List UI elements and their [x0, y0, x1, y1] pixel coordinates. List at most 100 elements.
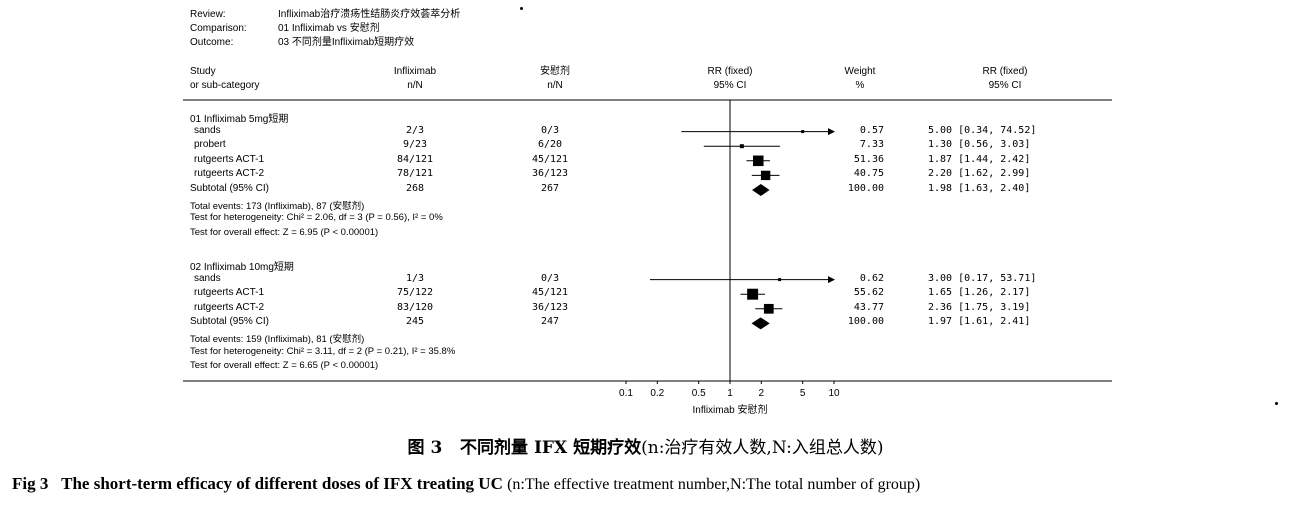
- study-ctrl: 45/121: [531, 153, 569, 165]
- caption-en-note: (n:The effective treatment number,N:The …: [507, 476, 921, 493]
- study-treat: 75/122: [396, 287, 434, 299]
- study-treat: 9/23: [402, 139, 428, 151]
- col-ctrl-2: n/N: [547, 80, 563, 91]
- study-point: [778, 278, 782, 282]
- study-point: [801, 130, 805, 134]
- study-weight: 40.75: [853, 168, 884, 180]
- caption-cn-label: 图 3: [407, 438, 443, 458]
- study-ctrl: 36/123: [531, 168, 569, 180]
- study-weight: 51.36: [853, 153, 884, 165]
- study-ctrl: 0/3: [540, 272, 560, 284]
- caption-en: Fig 3 The short-term efficacy of differe…: [12, 474, 1291, 494]
- study-ci: 3.00 [0.17, 53.71]: [928, 272, 1037, 284]
- x-tick-label: 10: [828, 388, 840, 399]
- caption-en-title: The short-term efficacy of different dos…: [61, 474, 503, 493]
- caption-cn: 图 3 不同剂量 IFX 短期疗效(n:治疗有效人数,N:入组总人数): [0, 433, 1291, 458]
- outcome-value: 03 不同剂量Infliximab短期疗效: [278, 37, 415, 48]
- group-title: 01 Infliximab 5mg短期: [190, 114, 289, 125]
- study-treat: 1/3: [405, 272, 425, 284]
- study-ctrl: 36/123: [531, 301, 569, 313]
- col-study-1: Study: [190, 66, 216, 77]
- subtotal-diamond: [752, 184, 770, 196]
- ci-arrow: [828, 128, 835, 136]
- study-weight: 0.62: [859, 272, 884, 284]
- col-weight-2: %: [855, 80, 865, 91]
- subtotal-ctrl: 247: [540, 316, 560, 328]
- study-treat: 84/121: [396, 153, 434, 165]
- subtotal-treat: 268: [405, 183, 425, 194]
- study-weight: 0.57: [859, 124, 884, 136]
- subtotal-weight: 100.00: [847, 183, 884, 194]
- study-ci: 5.00 [0.34, 74.52]: [928, 124, 1037, 136]
- study-ci: 1.87 [1.44, 2.42]: [928, 153, 1031, 165]
- speck-dot-2: [1275, 402, 1278, 405]
- subtotal-weight: 100.00: [847, 316, 884, 328]
- study-treat: 83/120: [396, 301, 434, 313]
- comparison-label: Comparison:: [190, 23, 247, 34]
- caption-cn-note: (n:治疗有效人数,N:入组总人数): [641, 438, 884, 458]
- col-study-2: or sub-category: [190, 80, 260, 91]
- study-name: probert: [194, 139, 226, 151]
- x-tick-label: 2: [759, 388, 765, 399]
- study-point: [760, 170, 771, 181]
- outcome-label: Outcome:: [190, 37, 234, 48]
- study-ctrl: 6/20: [537, 139, 563, 151]
- x-axis-label: Infliximab 安慰剂: [692, 405, 768, 416]
- heterogeneity-test: Test for heterogeneity: Chi² = 2.06, df …: [190, 212, 443, 224]
- comparison-value: 01 Infliximab vs 安慰剂: [278, 23, 380, 34]
- study-ci: 2.36 [1.75, 3.19]: [928, 301, 1031, 313]
- heterogeneity-test: Test for heterogeneity: Chi² = 3.11, df …: [190, 345, 456, 357]
- subtotal-ctrl: 267: [540, 183, 560, 194]
- study-point: [739, 144, 744, 149]
- study-point: [753, 155, 764, 167]
- study-weight: 55.62: [853, 287, 884, 299]
- study-ctrl: 45/121: [531, 287, 569, 299]
- subtotal-treat: 245: [405, 316, 425, 328]
- col-treat-1: Infliximab: [393, 66, 437, 77]
- study-ci: 2.20 [1.62, 2.99]: [928, 168, 1031, 180]
- col-treat-2: n/N: [407, 80, 423, 91]
- ci-arrow: [828, 276, 835, 284]
- subtotal-ci: 1.98 [1.63, 2.40]: [928, 183, 1031, 194]
- study-weight: 43.77: [853, 301, 884, 313]
- study-treat: 2/3: [405, 124, 425, 136]
- x-tick-label: 5: [800, 388, 806, 399]
- speck-dot: [520, 7, 523, 10]
- study-point: [747, 288, 759, 300]
- caption-en-label: Fig 3: [12, 474, 49, 493]
- review-value: Infliximab治疗溃疡性结肠炎疗效荟萃分析: [278, 9, 461, 20]
- study-name: rutgeerts ACT-1: [194, 287, 265, 299]
- col-rr-1: RR (fixed): [707, 66, 753, 77]
- overall-effect-test: Test for overall effect: Z = 6.95 (P < 0…: [190, 226, 379, 238]
- x-tick-label: 0.5: [692, 388, 706, 399]
- study-name: rutgeerts ACT-2: [194, 168, 265, 180]
- subtotal-diamond: [751, 317, 770, 330]
- col-rrci-1: RR (fixed): [982, 66, 1028, 77]
- x-tick-label: 0.2: [650, 388, 664, 399]
- study-ci: 1.65 [1.26, 2.17]: [928, 287, 1031, 299]
- study-name: sands: [194, 272, 221, 284]
- x-tick-label: 1: [727, 388, 733, 399]
- col-rrci-2: 95% CI: [988, 80, 1022, 91]
- study-ctrl: 0/3: [540, 124, 560, 136]
- study-name: sands: [194, 124, 221, 136]
- study-name: rutgeerts ACT-2: [194, 301, 265, 313]
- study-weight: 7.33: [859, 139, 884, 151]
- col-rr-2: 95% CI: [713, 80, 747, 91]
- study-point: [763, 303, 774, 314]
- overall-effect-test: Test for overall effect: Z = 6.65 (P < 0…: [190, 360, 379, 372]
- col-ctrl-1: 安慰剂: [540, 66, 570, 77]
- study-name: rutgeerts ACT-1: [194, 153, 265, 165]
- x-tick-label: 0.1: [619, 388, 633, 399]
- forest-plot: 0.1 0.2 0.5 1 2 5 10: [183, 99, 1112, 399]
- total-events: Total events: 173 (Infliximab), 87 (安慰剂): [190, 200, 365, 212]
- subtotal-name: Subtotal (95% CI): [190, 183, 269, 194]
- subtotal-ci: 1.97 [1.61, 2.41]: [928, 316, 1031, 328]
- review-label: Review:: [190, 9, 226, 20]
- study-treat: 78/121: [396, 168, 434, 180]
- study-ci: 1.30 [0.56, 3.03]: [928, 139, 1031, 151]
- total-events: Total events: 159 (Infliximab), 81 (安慰剂): [190, 334, 365, 345]
- group-title: 02 Infliximab 10mg短期: [190, 262, 294, 273]
- col-weight-1: Weight: [844, 66, 876, 77]
- subtotal-name: Subtotal (95% CI): [190, 316, 269, 328]
